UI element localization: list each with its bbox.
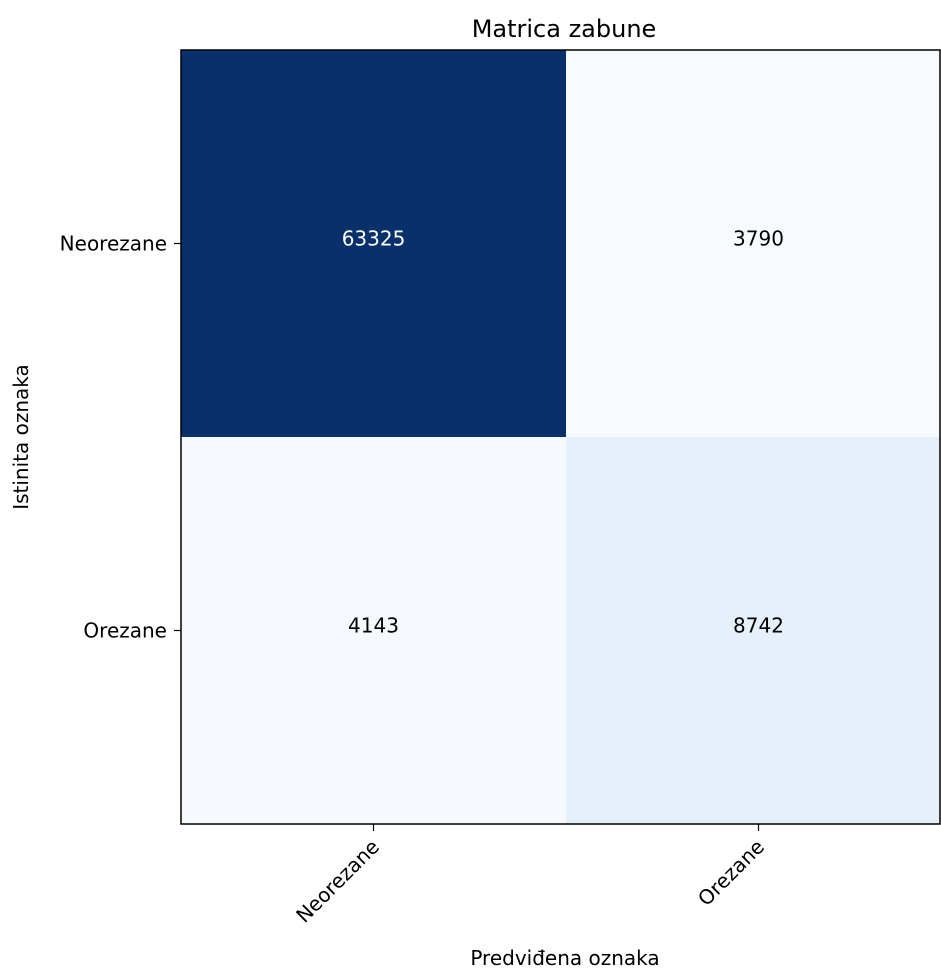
- heatmap-cell-r1-c0: [181, 437, 566, 824]
- cell-value-r1-c1: 8742: [733, 614, 784, 638]
- heatmap-cells: [181, 50, 940, 824]
- y-tick-label-0: Neorezane: [60, 232, 167, 256]
- y-axis-label: Istinita oznaka: [9, 364, 33, 510]
- cell-value-r0-c1: 3790: [733, 227, 784, 251]
- cell-value-labels: 63325 3790 4143 8742: [342, 227, 784, 638]
- y-tick-label-1: Orezane: [83, 619, 167, 643]
- cell-value-r0-c0: 63325: [342, 227, 406, 251]
- x-tick-label-0: Neorezane: [291, 835, 384, 928]
- x-tick-label-1: Orezane: [693, 835, 769, 911]
- heatmap-cell-r0-c0: [181, 50, 566, 437]
- heatmap-cell-r0-c1: [566, 50, 940, 437]
- cell-value-r1-c0: 4143: [348, 614, 399, 638]
- plot-frame: [180, 49, 941, 825]
- heatmap-cell-r1-c1: [566, 437, 940, 824]
- chart-title: Matrica zabune: [472, 15, 657, 43]
- x-axis-label: Predviđena oznaka: [470, 946, 659, 969]
